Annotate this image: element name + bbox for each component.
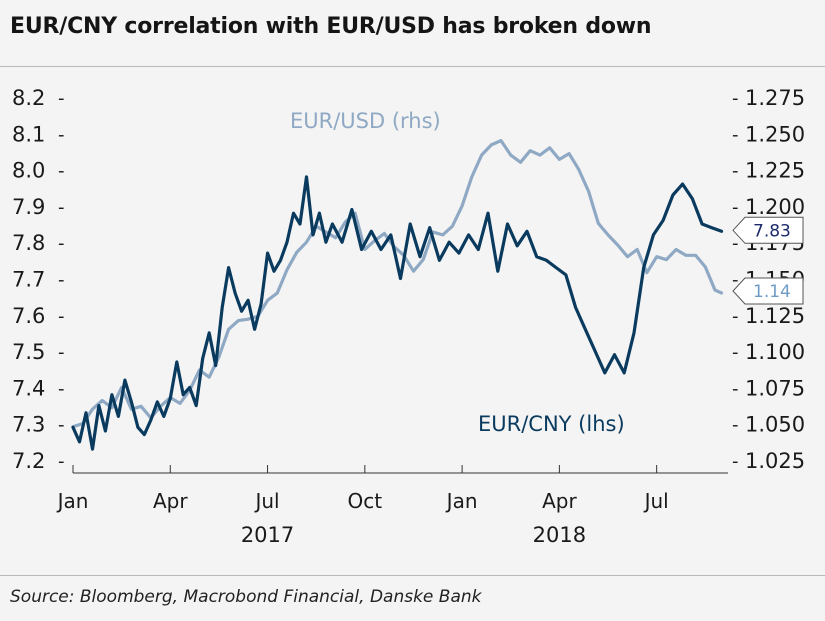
x-year-label: 2018 [533, 523, 586, 547]
y-right-tick-mark: - [732, 161, 739, 182]
x-tick-label: Oct [348, 489, 383, 513]
y-right-tick-mark: - [732, 233, 739, 254]
y-left-tick-label: 7.2 [12, 449, 45, 473]
y-right-tick-label: 1.200 [745, 195, 805, 219]
y-left-tick-mark: - [58, 378, 65, 399]
eur-usd-line [71, 139, 724, 429]
y-left-tick-mark: - [58, 124, 65, 145]
y-left-tick-label: 7.6 [12, 304, 45, 328]
y-right-tick-mark: - [732, 88, 739, 109]
y-left-tick-mark: - [58, 88, 65, 109]
x-tick-label: Jan [445, 489, 478, 513]
x-tick-label: Jul [253, 489, 279, 513]
y-right-tick-mark: - [732, 342, 739, 363]
y-left-tick-label: 7.7 [12, 268, 45, 292]
y-left-tick-label: 8.2 [12, 86, 45, 110]
eur-usd-last-box [732, 277, 804, 305]
y-left-tick-label: 8.0 [12, 159, 45, 183]
y-right-tick-label: 1.275 [745, 86, 805, 110]
eur-usd-last-value: 1.14 [753, 282, 791, 302]
y-right-tick-label: 1.050 [745, 413, 805, 437]
y-right-tick-mark: - [732, 124, 739, 145]
chart-title: EUR/CNY correlation with EUR/USD has bro… [10, 14, 652, 39]
y-right-tick-label: 1.025 [745, 449, 805, 473]
eur-usd-annotation: EUR/USD (rhs) [290, 109, 441, 133]
eur-cny-annotation: EUR/CNY (lhs) [478, 412, 625, 436]
y-left-tick-label: 7.9 [12, 195, 45, 219]
y-left-tick-mark: - [58, 197, 65, 218]
y-right-tick-mark: - [732, 378, 739, 399]
y-right-tick-label: 1.125 [745, 304, 805, 328]
x-tick-label: Apr [542, 489, 577, 513]
y-left-tick-mark: - [58, 451, 65, 472]
y-left-tick-mark: - [58, 233, 65, 254]
eur-cny-line [71, 175, 724, 451]
source-divider [0, 575, 825, 576]
y-right-tick-mark: - [732, 306, 739, 327]
source-note: Source: Bloomberg, Macrobond Financial, … [10, 587, 482, 607]
x-tick-label: Jul [643, 489, 669, 513]
y-right-tick-label: 1.100 [745, 340, 805, 364]
y-left-tick-mark: - [58, 270, 65, 291]
y-left-tick-label: 7.4 [12, 376, 45, 400]
y-left-tick-label: 8.1 [12, 122, 45, 146]
y-left-tick-mark: - [58, 306, 65, 327]
y-right-tick-mark: - [732, 451, 739, 472]
x-tick-label: Apr [153, 489, 188, 513]
x-tick-label: Jan [56, 489, 89, 513]
eur-cny-last-box [732, 216, 804, 244]
y-right-tick-mark: - [732, 197, 739, 218]
title-divider [0, 66, 825, 67]
y-left-tick-mark: - [58, 415, 65, 436]
y-left-tick-label: 7.5 [12, 340, 45, 364]
y-right-tick-mark: - [732, 415, 739, 436]
y-right-tick-label: 1.250 [745, 122, 805, 146]
y-right-tick-label: 1.075 [745, 376, 805, 400]
x-year-label: 2017 [241, 523, 294, 547]
y-left-tick-mark: - [58, 342, 65, 363]
eur-cny-last-value: 7.83 [753, 221, 791, 241]
y-left-tick-mark: - [58, 161, 65, 182]
y-left-tick-label: 7.3 [12, 413, 45, 437]
y-left-tick-label: 7.8 [12, 231, 45, 255]
line-chart: 7.2 -7.3 -7.4 -7.5 -7.6 -7.7 -7.8 -7.9 -8.0 -8.1-… [12, 86, 805, 547]
y-right-tick-label: 1.225 [745, 159, 805, 183]
y-right-tick-mark: - [732, 270, 739, 291]
